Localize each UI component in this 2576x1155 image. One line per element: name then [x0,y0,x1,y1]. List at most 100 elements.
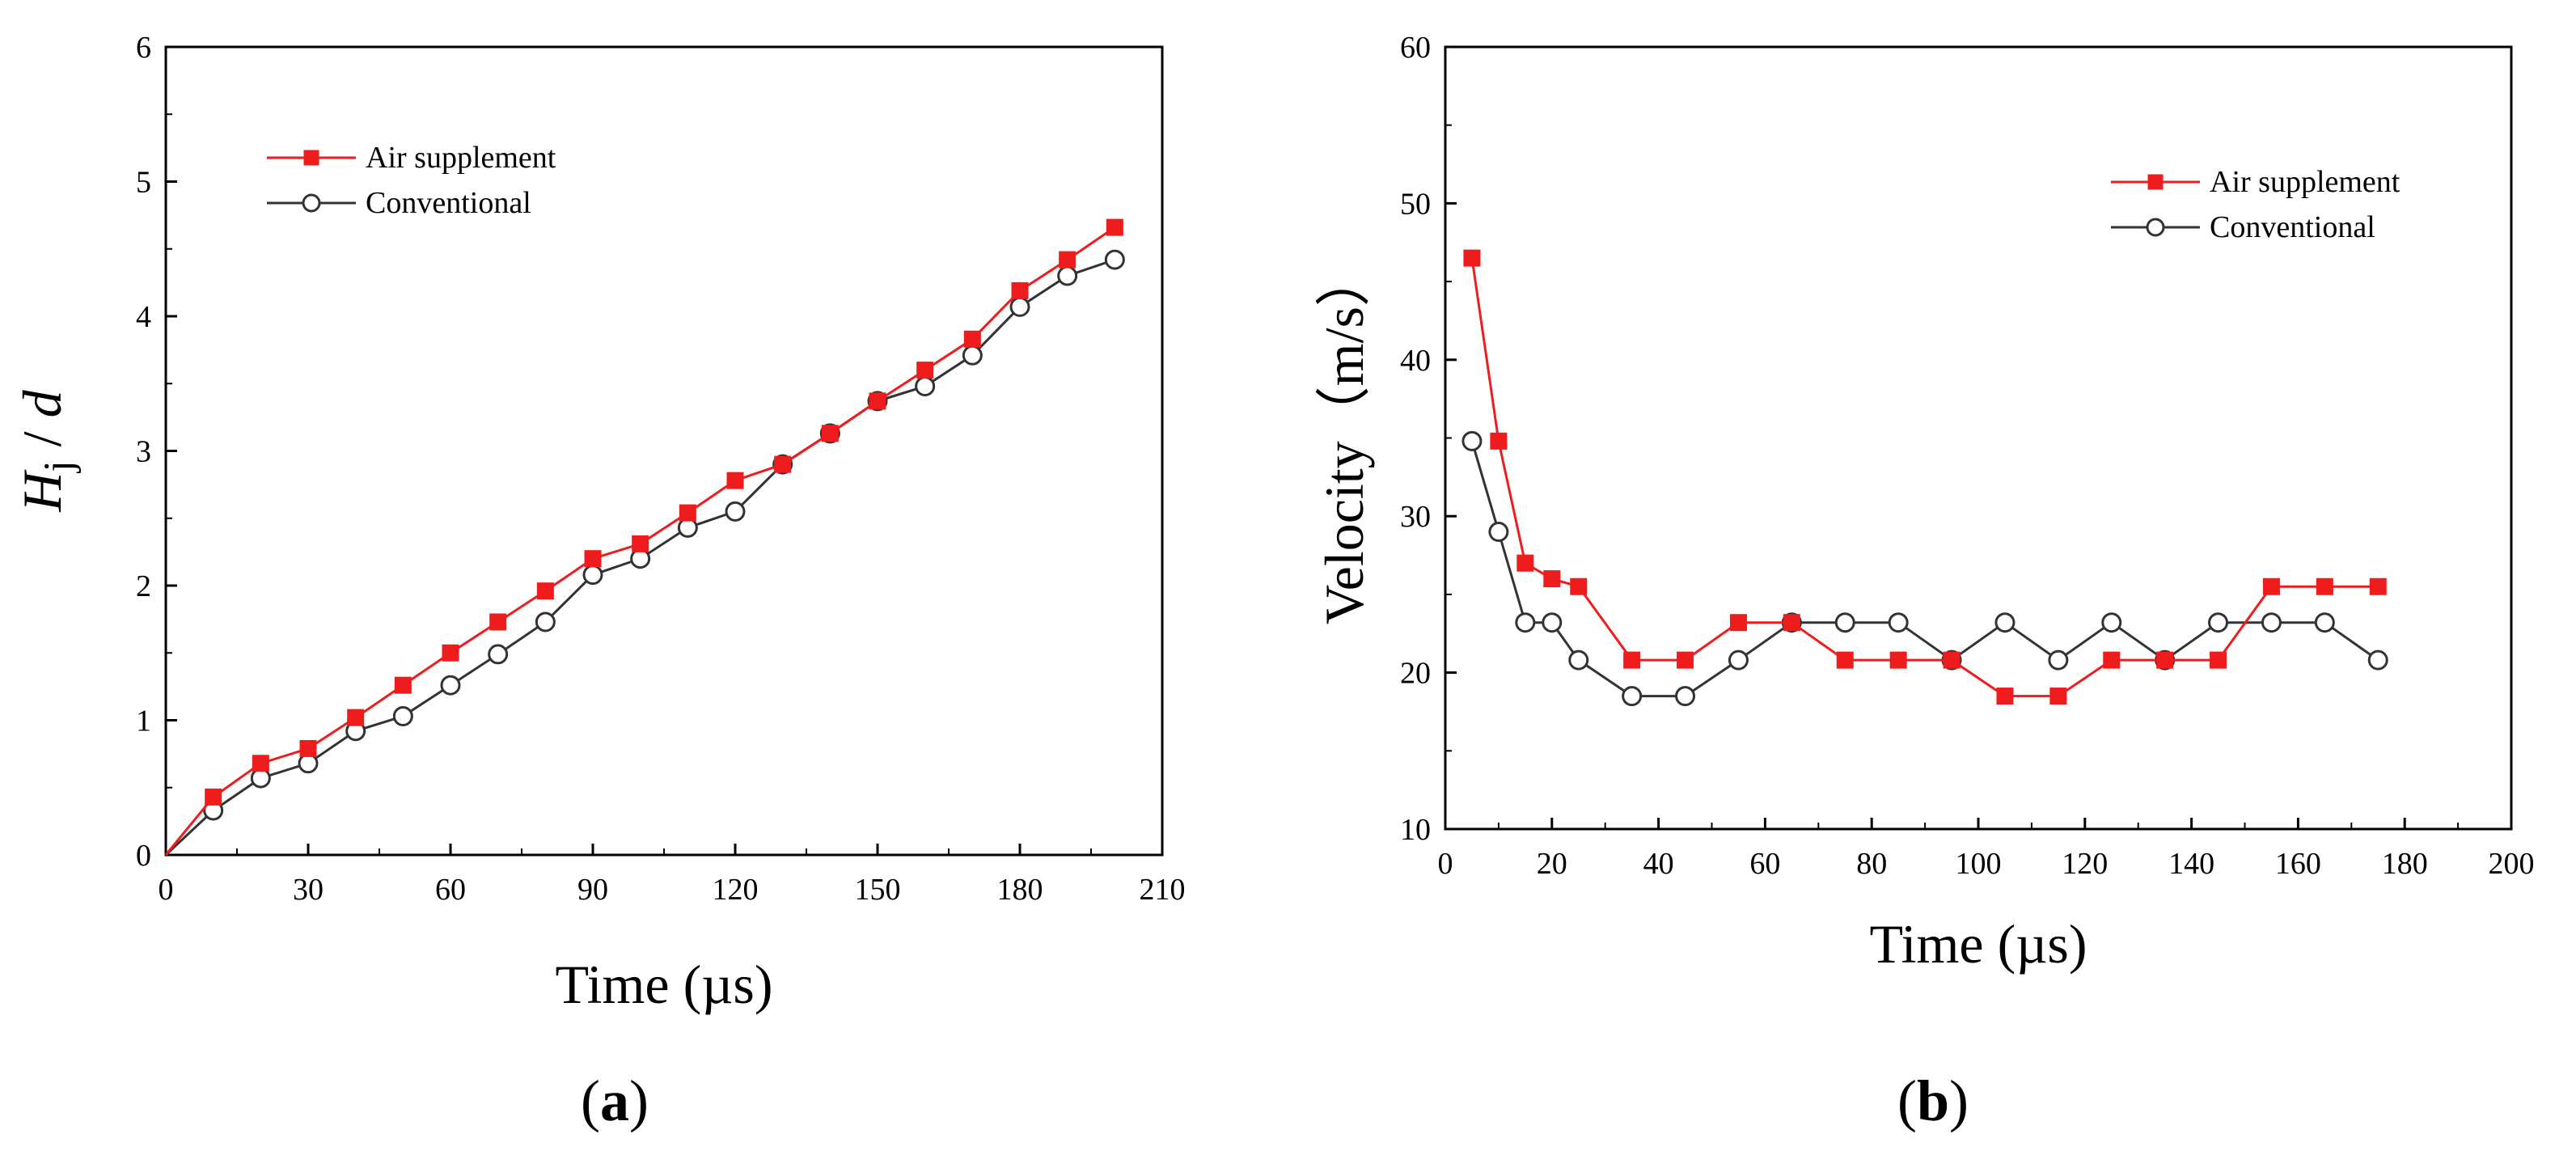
data-point [1783,614,1800,632]
data-point [1996,688,2014,705]
panel-a-y-tick-label: 0 [136,839,151,873]
data-point [821,425,839,442]
panel-b-x-tick-label: 160 [2275,847,2321,881]
data-point [205,788,222,806]
panel-b-series-air-supplement [1463,249,2387,705]
data-point [347,709,365,726]
y-label-h: H [11,469,73,513]
panel-a-y-tick-label: 6 [136,31,151,65]
data-point [584,550,602,568]
panel-paren-close: ) [1949,1068,1969,1133]
y-label-d: d [11,389,73,417]
panel-a-chart: 0 30 60 90 120 150 180 210 0 1 2 3 4 5 6 Time (µs) Hj / … [11,31,1186,1133]
data-point [1994,612,2016,633]
panel-a-y-tick-label: 2 [136,569,151,603]
panel-letter: b [1917,1068,1949,1133]
data-point [1516,554,1534,572]
panel-b-series-conventional [1461,430,2388,707]
data-point [1836,651,1854,669]
data-point [2210,651,2227,669]
data-point [679,504,696,522]
data-point [2262,578,2280,595]
data-point [963,330,981,348]
data-point [1009,296,1030,317]
panel-b-label: (b) [1897,1068,1969,1133]
data-point [962,345,983,366]
legend-marker [303,150,319,166]
panel-a-plot-frame [164,45,1164,857]
data-point [2314,612,2335,633]
panel-b-x-tick-label: 80 [1856,847,1887,881]
panel-a-x-tick-label: 120 [713,873,759,907]
panel-b-chart: 0 20 40 60 80 100 120 140 160 180 200 10 20 30 40 50 60 T… [1313,31,2535,1133]
data-point [1543,570,1561,588]
data-point [392,706,413,727]
data-point [916,362,934,379]
panel-b-x-tick-label: 20 [1537,847,1567,881]
data-point [2367,649,2388,671]
legend-label: Conventional [2210,210,2375,244]
panel-paren-open: ( [1897,1068,1917,1133]
data-point [915,376,936,397]
legend-marker [2147,174,2164,190]
data-point [2261,612,2282,633]
data-point [1463,249,1481,267]
data-point [1461,430,1483,451]
data-point [677,517,698,538]
panel-b-x-tick-label: 100 [1956,847,2002,881]
data-point [1104,249,1125,270]
data-point [252,755,269,772]
data-point [394,676,412,694]
panel-b-x-tick-label: 120 [2062,847,2108,881]
panel-a-series-conventional [164,249,1125,857]
panel-a-y-tick-label: 4 [136,300,151,334]
y-label-subscript: j [36,460,82,473]
data-point [489,613,507,631]
panel-a-y-tick-label: 1 [136,704,151,738]
panel-b-y-axis-label: Velocity（m/s） [1313,252,1375,624]
panel-a-y-tick-label: 3 [136,435,151,469]
series-line [1470,257,2379,698]
data-point [1677,651,1694,669]
legend-marker [2146,218,2165,237]
panel-a-series-air-supplement [164,218,1123,856]
data-point [1515,612,1536,633]
panel-b-y-tick-label: 40 [1400,344,1431,378]
panel-a-x-tick-label: 60 [435,873,466,907]
data-point [299,739,317,757]
panel-a-y-tick-label: 5 [136,166,151,200]
data-point [298,753,319,774]
data-point [1570,578,1588,595]
legend-marker [302,193,321,213]
data-point [2101,612,2122,633]
data-point [250,768,271,789]
panel-a-x-tick-label: 210 [1140,873,1186,907]
data-point [2156,651,2174,669]
panel-paren-open: ( [581,1068,600,1133]
data-point [1943,651,1961,669]
data-point [726,472,744,489]
panel-a-x-axis-label: Time (µs) [555,954,772,1015]
data-point [1568,649,1589,671]
data-point [1889,651,1907,669]
data-point [442,644,459,662]
legend-label: Conventional [366,186,531,220]
data-point [488,644,509,665]
panel-b-x-tick-label: 0 [1438,847,1453,881]
panel-a-x-tick-label: 90 [577,873,608,907]
series-line [1470,440,2379,698]
legend-label: Air supplement [366,141,556,175]
data-point [1490,432,1508,450]
panel-a-x-tick-label: 0 [159,873,174,907]
data-point [1106,218,1123,236]
panel-a-legend: Air supplement Conventional [267,141,556,220]
panel-b-x-tick-label: 40 [1643,847,1674,881]
data-point [774,455,792,473]
data-point [1622,686,1643,707]
panel-paren-close: ) [629,1068,649,1133]
data-point [725,501,746,522]
data-point [2208,612,2229,633]
data-point [630,548,651,569]
data-point [1542,612,1563,633]
panel-b-y-tick-label: 60 [1400,31,1431,65]
